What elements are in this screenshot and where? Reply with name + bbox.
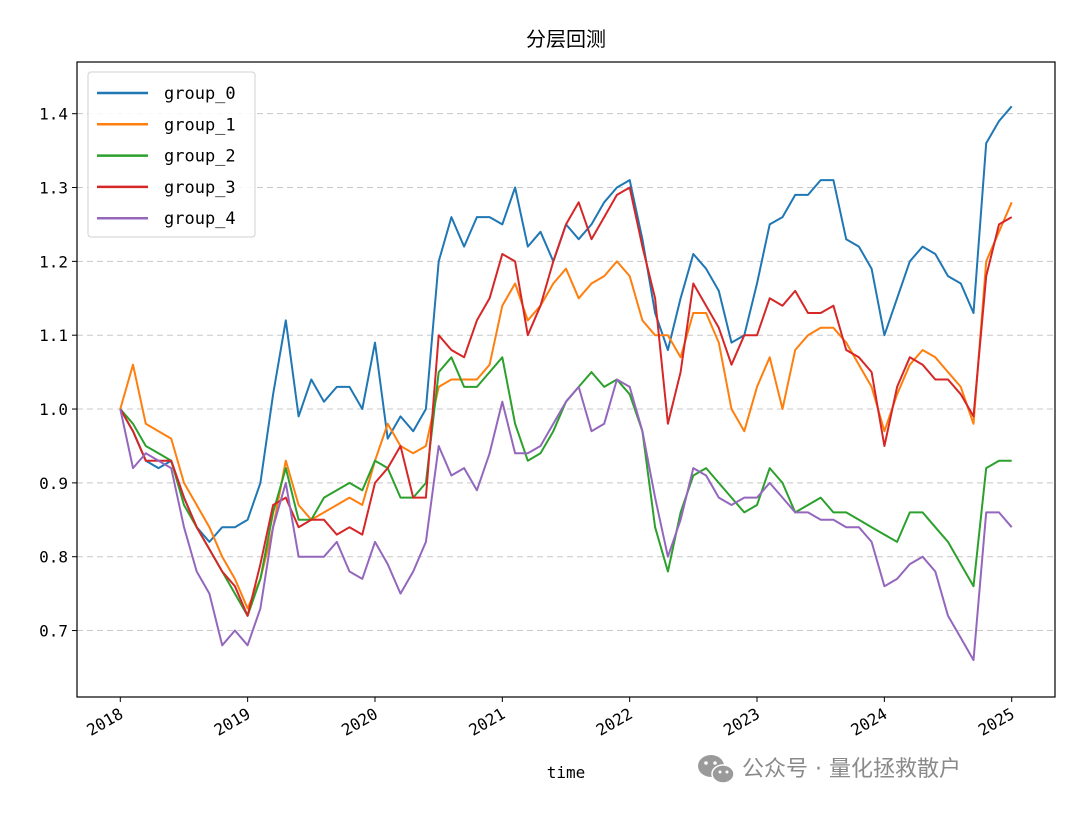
x-tick-label: 2019 <box>211 704 254 740</box>
x-axis-label: time <box>547 763 586 782</box>
legend-label: group_1 <box>164 115 236 135</box>
y-tick-label: 0.8 <box>39 548 68 567</box>
y-tick-label: 1.0 <box>39 400 68 419</box>
legend-item-group_2: group_2 <box>97 147 236 167</box>
y-axis: 0.7 0.8 0.9 1.0 1.1 1.2 1.3 1.4 <box>39 105 77 641</box>
y-tick-label: 1.3 <box>39 179 68 198</box>
wechat-icon <box>698 755 735 784</box>
y-tick-label: 1.2 <box>39 252 68 271</box>
plot-frame <box>76 61 1056 698</box>
y-tick-label: 0.9 <box>39 474 68 493</box>
legend-label: group_3 <box>164 178 236 198</box>
watermark-text: 公众号 · 量化拯救散户 <box>742 757 961 782</box>
x-tick-label: 2021 <box>465 704 508 740</box>
legend-label: group_0 <box>164 84 236 104</box>
y-tick-label: 0.7 <box>39 622 68 641</box>
watermark: 公众号 · 量化拯救散户 <box>698 755 961 784</box>
x-tick-label: 2024 <box>847 704 890 740</box>
legend: group_0 group_1 group_2 group_3 group_4 <box>87 71 256 238</box>
y-tick-label: 1.1 <box>39 326 68 345</box>
series-line-group_1 <box>119 201 1013 610</box>
x-tick-label: 2022 <box>593 704 636 740</box>
x-tick-label: 2025 <box>975 704 1018 740</box>
x-tick-label: 2020 <box>338 704 381 740</box>
legend-box <box>87 71 256 238</box>
series-line-group_4 <box>119 378 1013 662</box>
y-tick-label: 1.4 <box>39 105 68 124</box>
legend-item-group_4: group_4 <box>97 209 236 229</box>
series-lines <box>119 105 1013 662</box>
x-axis: 2018 2019 2020 2021 2022 2023 2024 2025 <box>83 697 1018 740</box>
legend-item-group_0: group_0 <box>97 84 236 104</box>
series-line-group_2 <box>119 356 1012 617</box>
legend-item-group_1: group_1 <box>97 115 236 135</box>
chart-title: 分层回测 <box>526 27 606 51</box>
x-tick-label: 2023 <box>720 704 763 740</box>
series-line-group_3 <box>119 186 1013 617</box>
legend-item-group_3: group_3 <box>97 178 236 198</box>
x-tick-label: 2018 <box>83 704 126 740</box>
legend-label: group_4 <box>164 209 236 229</box>
legend-label: group_2 <box>164 147 236 167</box>
